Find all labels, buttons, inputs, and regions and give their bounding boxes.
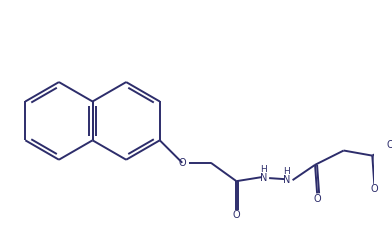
Text: H: H: [261, 165, 267, 174]
Text: O: O: [370, 184, 378, 194]
Text: H: H: [283, 167, 290, 176]
Text: O: O: [232, 210, 240, 220]
Text: N: N: [283, 175, 290, 185]
Text: N: N: [260, 173, 268, 183]
Text: O: O: [313, 194, 321, 204]
Text: O: O: [178, 158, 186, 168]
Text: O: O: [387, 140, 392, 150]
